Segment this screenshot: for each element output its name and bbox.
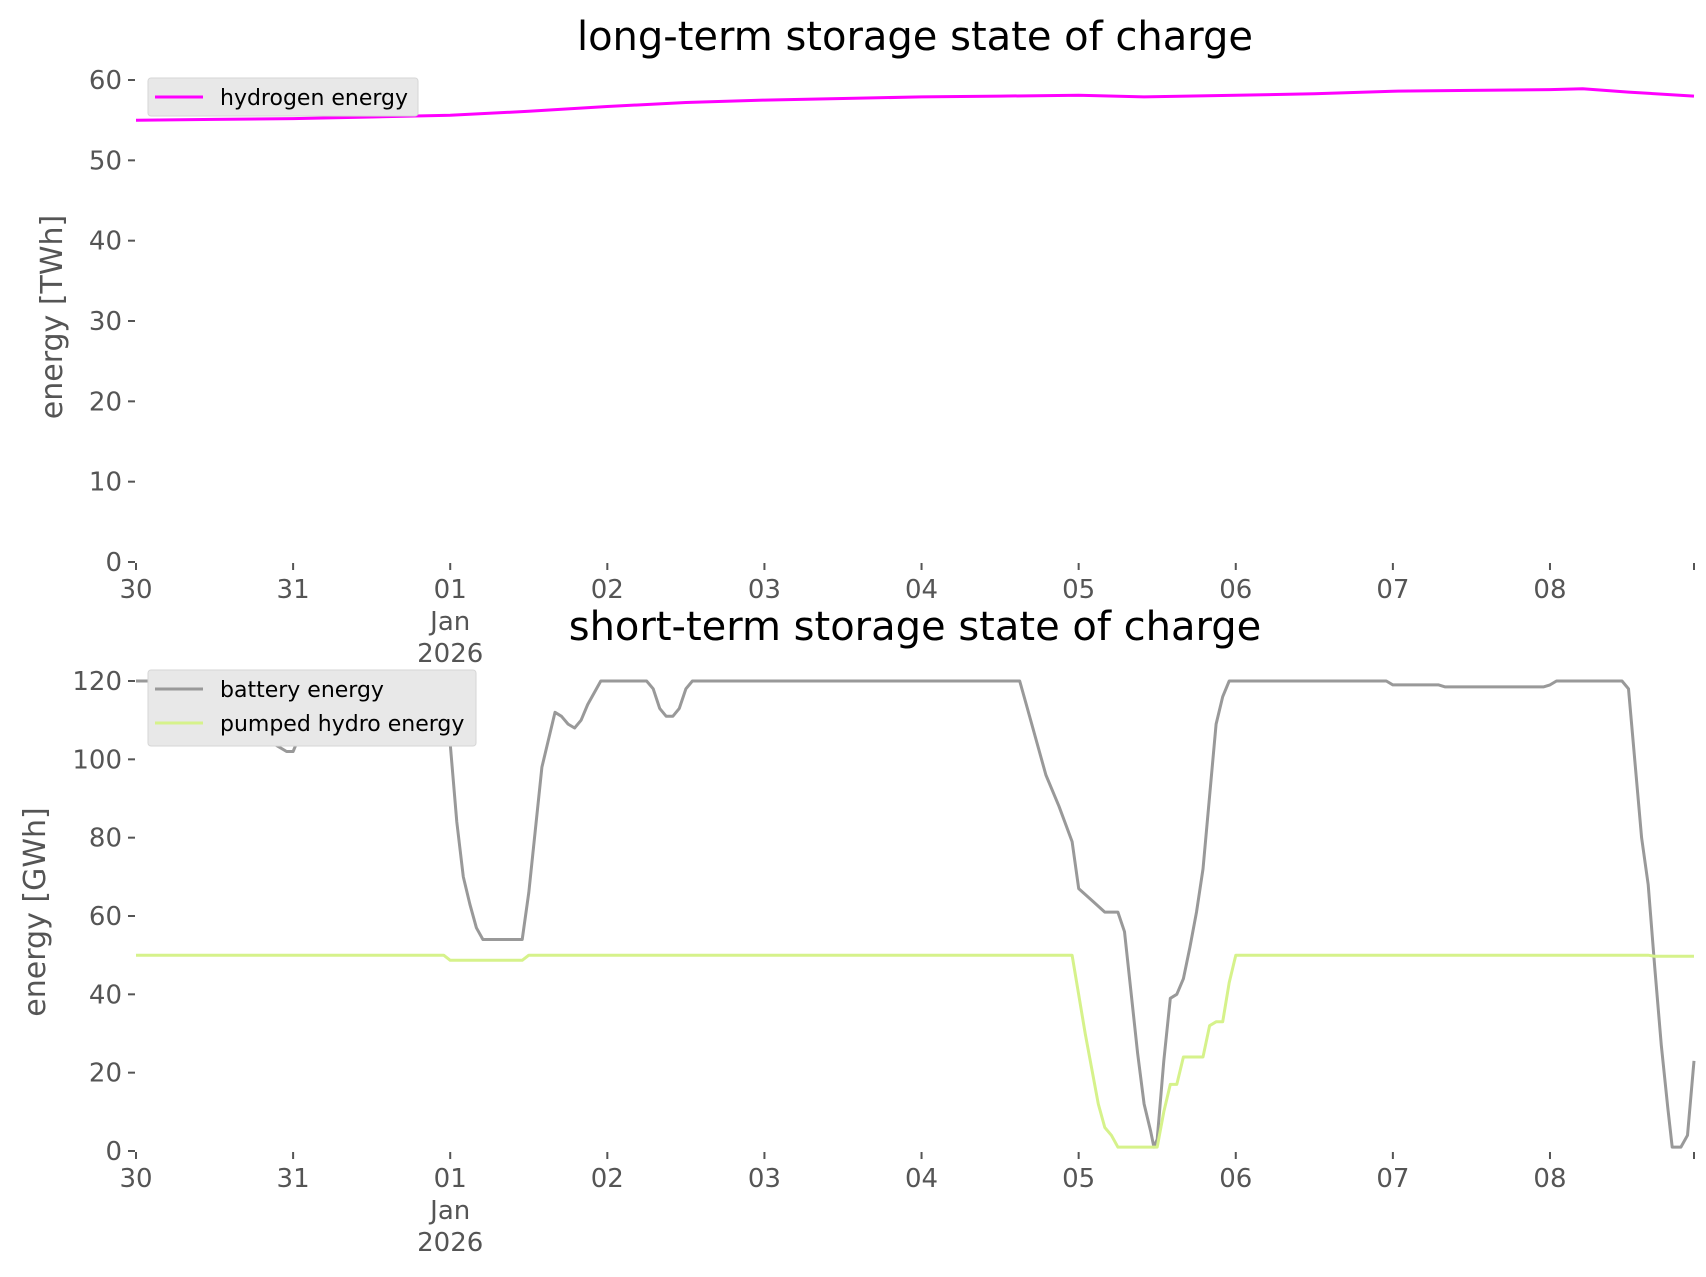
x-tick-label: 03 — [748, 1164, 781, 1194]
y-tick-label: 40 — [89, 227, 122, 257]
y-tick-label: 60 — [89, 902, 122, 932]
x-tick-label: 01 — [434, 1164, 467, 1194]
legend-label-hydrogen-energy: hydrogen energy — [220, 86, 408, 111]
x-tick-label: 05 — [1062, 1164, 1095, 1194]
legend-long-term: hydrogen energy — [147, 77, 419, 117]
y-tick-label: 20 — [89, 1059, 122, 1089]
y-tick-label: 50 — [89, 146, 122, 176]
y-tick-label: 10 — [89, 468, 122, 498]
y-tick-label: 60 — [89, 66, 122, 96]
x-tick-label: 01 — [434, 575, 467, 605]
x-tick-label: 30 — [119, 1164, 152, 1194]
x-tick-label: 30 — [119, 575, 152, 605]
x-tick-label: 07 — [1376, 575, 1409, 605]
y-axis-label-short-term: energy [GWh] — [18, 807, 53, 1016]
legend-label-pumped-hydro-energy: pumped hydro energy — [220, 712, 464, 737]
x-tick-sublabel: Jan 2026 — [417, 1196, 483, 1258]
y-ticks-short-term: 0 20 40 60 80 100 120 — [72, 667, 135, 1167]
x-tick-label: 06 — [1219, 575, 1252, 605]
x-tick-label: 08 — [1533, 1164, 1566, 1194]
x-tick-label: 06 — [1219, 1164, 1252, 1194]
y-tick-label: 120 — [72, 667, 122, 697]
y-tick-label: 0 — [105, 1137, 122, 1167]
short-term-storage-panel: short-term storage state of charge energ… — [18, 604, 1696, 1258]
legend-label-battery-energy: battery energy — [220, 678, 384, 703]
x-tick-label: 05 — [1062, 575, 1095, 605]
legend-box-short-term — [147, 669, 477, 747]
x-tick-label: 02 — [591, 1164, 624, 1194]
y-tick-label: 20 — [89, 387, 122, 417]
x-tick-label: 08 — [1533, 575, 1566, 605]
chart-title-long-term: long-term storage state of charge — [577, 14, 1253, 60]
long-term-storage-panel: long-term storage state of charge energy… — [35, 14, 1695, 669]
y-tick-label: 40 — [89, 980, 122, 1010]
legend-short-term: battery energy pumped hydro energy — [147, 669, 477, 747]
x-tick-sublabel: Jan 2026 — [417, 607, 483, 669]
x-tick-label: 03 — [748, 575, 781, 605]
series-lines-short-term — [136, 679, 1696, 1149]
legend-box-long-term — [147, 77, 419, 117]
y-ticks-long-term: 0 10 20 30 40 50 60 — [89, 66, 135, 578]
x-tick-label: 04 — [905, 575, 938, 605]
x-tick-label: 04 — [905, 1164, 938, 1194]
series-line-battery-energy — [136, 679, 1696, 1149]
x-tick-label: 31 — [277, 1164, 310, 1194]
y-axis-label-long-term: energy [TWh] — [35, 215, 70, 419]
y-tick-label: 30 — [89, 307, 122, 337]
y-tick-label: 100 — [72, 745, 122, 775]
chart-title-short-term: short-term storage state of charge — [569, 604, 1262, 650]
x-tick-label: 31 — [277, 575, 310, 605]
y-tick-label: 0 — [105, 548, 122, 578]
x-tick-label: 07 — [1376, 1164, 1409, 1194]
y-tick-label: 80 — [89, 824, 122, 854]
x-tick-label: 02 — [591, 575, 624, 605]
series-line-pumped-hydro-energy — [136, 953, 1694, 1149]
